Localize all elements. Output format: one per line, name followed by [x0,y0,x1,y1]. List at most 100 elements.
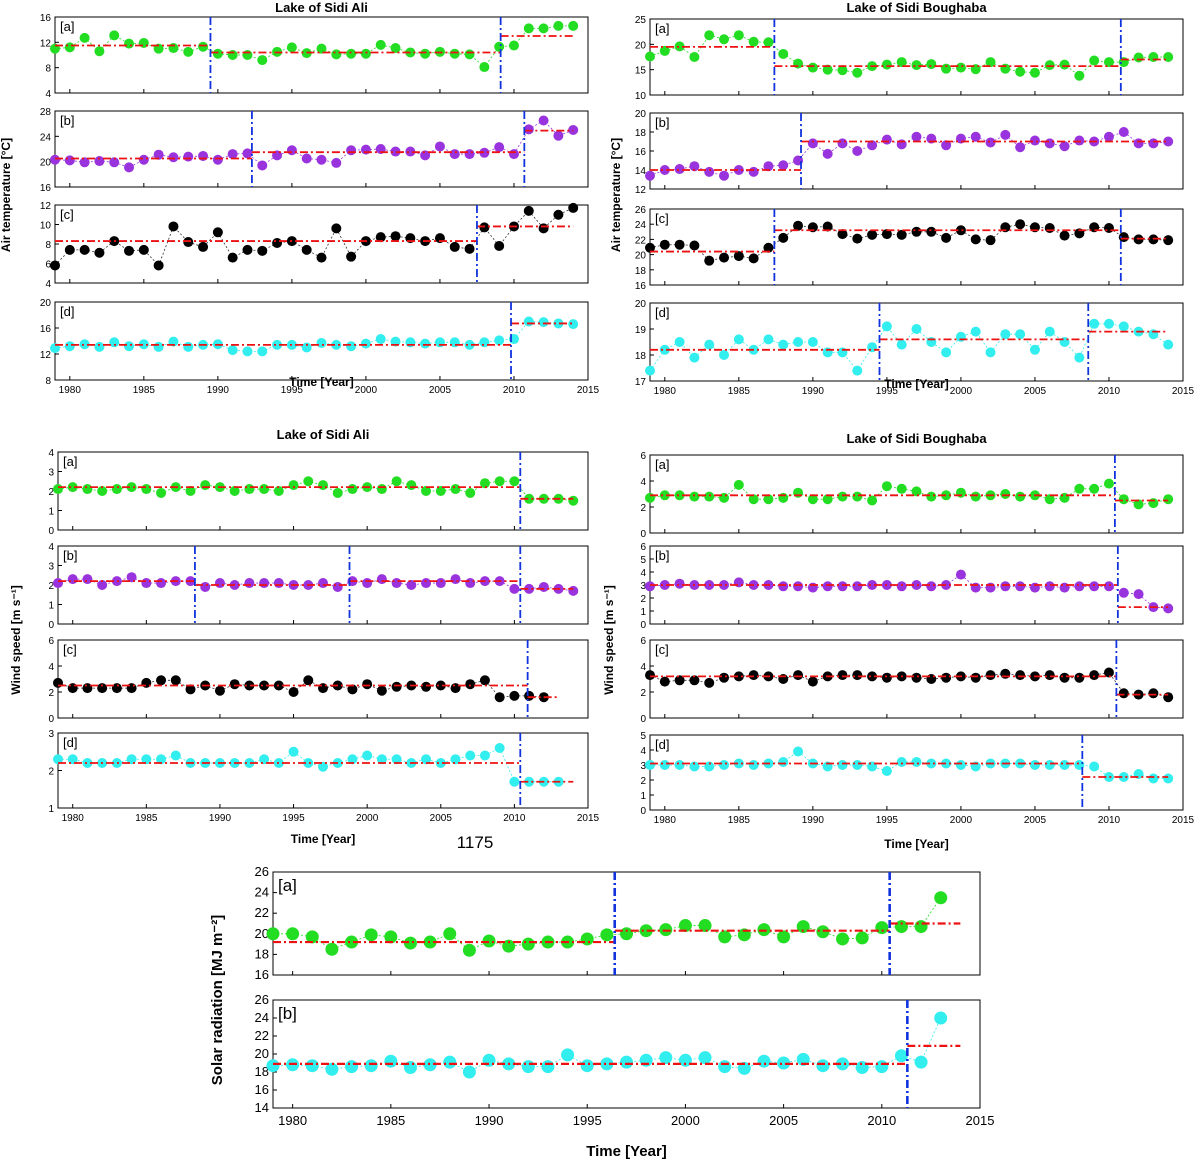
data-point [659,344,670,355]
y-tick-label: 18 [635,351,647,362]
data-point [229,486,240,496]
data-point [183,237,194,248]
data-point [138,154,149,165]
data-point [698,919,712,933]
data-point [620,1055,633,1069]
data-point [674,337,685,347]
data-point [822,64,833,75]
series-line [649,323,1169,372]
data-point [403,936,417,950]
y-tick-label: 22 [255,1028,269,1043]
data-point [242,346,253,357]
y-tick-label: 6 [45,260,51,271]
panel-a: 4 8 12 16 [a] [40,13,589,100]
data-point [345,1060,359,1074]
data-point [82,484,93,495]
y-tick-label: 25 [635,15,647,26]
data-point [837,229,848,240]
data-point [553,209,564,220]
data-point [331,157,342,168]
data-point [521,1060,535,1074]
data-point [390,43,401,54]
y-tick-label: 3 [640,581,646,592]
data-point [881,229,892,240]
data-point [568,202,579,213]
y-tick-label: 26 [635,205,647,216]
data-point [553,130,564,141]
panel-frame [649,208,1184,286]
y-tick-label: 4 [640,568,646,579]
y-tick-label: 24 [635,220,647,231]
data-point [896,229,907,240]
panel-label: [b] [655,548,669,563]
y-tick-label: 2 [48,581,54,592]
data-point [347,754,358,765]
x-axis-label: Time [Year] [289,375,353,389]
y-tick-label: 1 [48,601,54,612]
y-tick-label: 3 [48,729,54,740]
data-point [494,240,505,251]
data-point [911,580,922,590]
data-point [837,670,848,681]
panel-a: 0 1 2 3 4 [a] [48,448,589,537]
y-tick-label: 16 [40,183,52,194]
data-point [168,152,179,163]
x-tick-label: 1985 [728,815,751,826]
data-point [719,350,730,360]
data-point [538,223,549,234]
data-point [733,165,744,175]
panel-frame [54,204,589,284]
y-tick-label: 2 [48,688,54,699]
data-point [391,476,402,487]
y-tick-label: 22 [635,235,647,246]
x-tick-label: 2010 [867,1113,896,1128]
data-point [778,48,789,59]
data-point [1044,326,1055,337]
data-point [1148,773,1159,784]
data-point [244,758,255,768]
data-point [494,335,505,346]
data-point [881,321,892,332]
data-point [793,220,804,231]
figure-number: 1175 [457,833,494,852]
y-tick-label: 18 [255,1064,269,1079]
data-point [911,131,922,142]
y-tick-label: 5 [640,555,646,566]
data-point [153,260,164,271]
y-tick-label: 16 [635,281,647,292]
x-axis-label: Time [Year] [291,832,355,846]
y-axis-label: Wind speed [m s⁻¹] [9,585,23,695]
data-point [1074,352,1085,363]
data-point [894,920,908,934]
data-point [674,164,685,175]
data-point [479,675,490,686]
data-point [1029,135,1040,146]
y-axis-label: Air temperature [°C] [609,138,623,252]
data-point [406,580,417,590]
data-point [719,34,730,45]
data-point [362,679,373,690]
y-tick-label: 20 [255,926,269,941]
data-point [79,157,90,168]
data-point [970,234,981,245]
data-point [479,478,490,489]
data-point [568,319,579,330]
data-point [126,572,137,583]
data-point [955,62,966,73]
data-point [305,930,319,944]
data-point [659,1051,673,1065]
data-point [674,578,685,589]
data-point [1148,138,1159,149]
data-point [1103,478,1114,489]
data-point [79,244,90,255]
data-point [698,1051,712,1065]
x-tick-label: 2000 [950,386,973,397]
panel-b: 16 20 24 28 [b] [40,107,589,194]
data-point [600,1057,614,1071]
data-point [198,41,209,52]
y-tick-label: 26 [255,992,269,1007]
data-point [645,581,655,592]
data-point [645,365,655,376]
data-point [301,153,312,164]
y-tick-label: 4 [45,279,51,290]
